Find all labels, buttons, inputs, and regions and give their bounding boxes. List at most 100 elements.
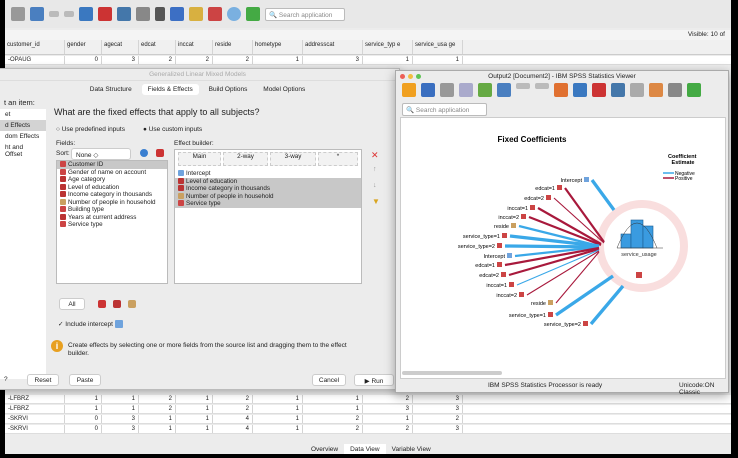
run-button[interactable]: ▶ Run (354, 374, 394, 386)
table-cell[interactable]: 3 (102, 425, 139, 433)
coefficient-line[interactable] (555, 251, 600, 304)
column-header[interactable]: customer_id (5, 40, 65, 54)
split-file-icon[interactable] (208, 7, 222, 21)
open-icon[interactable] (402, 83, 416, 97)
coefficient-line[interactable] (504, 244, 600, 249)
redo-icon[interactable] (64, 11, 74, 17)
scale-filter-icon[interactable] (128, 300, 136, 308)
table-cell[interactable]: 1 (176, 395, 213, 403)
sort-select[interactable]: None ◇ (71, 148, 131, 160)
table-cell[interactable]: -SKRVI (5, 425, 65, 433)
table-cell[interactable]: 1 (176, 415, 213, 423)
table-cell[interactable]: 3 (413, 395, 463, 403)
table-cell[interactable]: 2 (176, 56, 213, 64)
radio-predefined[interactable]: ○ Use predefined inputs (56, 126, 125, 133)
table-cell[interactable]: 0 (65, 56, 102, 64)
tab-build-options[interactable]: Build Options (208, 86, 248, 93)
table-cell[interactable]: 1 (303, 405, 363, 413)
all-button[interactable]: All (59, 298, 85, 310)
column-header[interactable]: reside (213, 40, 253, 54)
field-item[interactable]: Building type (57, 206, 167, 214)
table-cell[interactable]: 2 (413, 415, 463, 423)
sort-ascending-icon[interactable] (140, 149, 148, 157)
field-item[interactable]: Income category in thousands (57, 191, 167, 199)
table-cell[interactable]: 1 (253, 405, 303, 413)
builder-tab-main[interactable]: Main (178, 152, 221, 166)
table-cell[interactable]: 1 (139, 415, 176, 423)
coefficient-line[interactable] (516, 249, 600, 286)
table-cell[interactable]: 3 (413, 405, 463, 413)
table-cell[interactable]: 2 (303, 415, 363, 423)
effect-item[interactable]: Service type (175, 200, 361, 208)
goto-case-icon[interactable] (573, 83, 587, 97)
table-cell[interactable]: 2 (139, 56, 176, 64)
close-window-button[interactable] (400, 74, 405, 79)
table-cell[interactable]: 3 (303, 56, 363, 64)
table-cell[interactable]: 1 (65, 395, 102, 403)
new-document-icon[interactable] (630, 83, 644, 97)
minimize-window-button[interactable] (408, 74, 413, 79)
move-down-icon[interactable]: ↓ (373, 182, 377, 189)
field-item[interactable]: Age category (57, 176, 167, 184)
undo-icon[interactable] (516, 83, 530, 89)
sidebar-item-weight-offset[interactable]: ht and Offset (5, 144, 24, 158)
undo-icon[interactable] (49, 11, 59, 17)
goto-variable-icon[interactable] (98, 7, 112, 21)
table-cell[interactable]: 1 (253, 395, 303, 403)
designate-window-icon[interactable] (649, 83, 663, 97)
table-cell[interactable]: 1 (102, 405, 139, 413)
effect-item[interactable]: Income category in thousands (175, 185, 361, 193)
field-item[interactable]: Customer ID (57, 161, 167, 169)
table-cell[interactable]: 1 (303, 395, 363, 403)
column-header[interactable]: inccat (176, 40, 213, 54)
goto-data-icon[interactable] (554, 83, 568, 97)
table-cell[interactable]: -LFBRZ (5, 395, 65, 403)
table-cell[interactable]: -LFBRZ (5, 405, 65, 413)
zoom-window-button[interactable] (416, 74, 421, 79)
help-button[interactable]: ? (4, 376, 8, 383)
tab-data-view[interactable]: Data View (344, 444, 386, 454)
column-header[interactable]: gender (65, 40, 102, 54)
builder-tab-3way[interactable]: 3-way (270, 152, 316, 166)
goto-variable-icon[interactable] (592, 83, 606, 97)
table-cell[interactable]: 1 (102, 395, 139, 403)
column-header[interactable]: addresscat (303, 40, 363, 54)
coefficient-line[interactable] (537, 207, 602, 245)
coefficient-line[interactable] (526, 250, 600, 296)
table-cell[interactable]: 4 (213, 415, 253, 423)
effect-builder[interactable]: Main 2-way 3-way * Intercept Level of edu… (174, 149, 362, 284)
search-input[interactable]: 🔍 Search application (265, 7, 345, 21)
coefficient-line[interactable] (514, 245, 600, 258)
table-cell[interactable]: 1 (363, 56, 413, 64)
use-sets-icon[interactable] (687, 83, 701, 97)
cancel-button[interactable]: Cancel (312, 374, 346, 386)
column-header[interactable]: hometype (253, 40, 303, 54)
tab-model-options[interactable]: Model Options (263, 86, 306, 93)
coefficient-line[interactable] (590, 179, 616, 211)
variables-icon[interactable] (611, 83, 625, 97)
delete-effect-icon[interactable]: ✕ (371, 150, 379, 160)
insert-variable-icon[interactable] (189, 7, 203, 21)
table-cell[interactable]: 1 (363, 415, 413, 423)
table-cell[interactable]: 1 (253, 425, 303, 433)
viewer-search-input[interactable]: 🔍 Search application (402, 103, 487, 116)
field-item[interactable]: Years at current address (57, 214, 167, 222)
move-up-icon[interactable]: ↑ (373, 166, 377, 173)
table-cell[interactable]: 1 (176, 425, 213, 433)
tab-fields-effects[interactable]: Fields & Effects (141, 84, 199, 95)
effect-item[interactable]: Number of people in household (175, 192, 361, 200)
paste-button[interactable]: Paste (69, 374, 101, 386)
goto-case-icon[interactable] (79, 7, 93, 21)
export-icon[interactable] (478, 83, 492, 97)
use-sets-icon[interactable] (246, 7, 260, 21)
include-intercept-checkbox[interactable]: ✓ Include intercept (58, 320, 125, 329)
horizontal-scrollbar[interactable] (402, 371, 502, 375)
table-cell[interactable]: 1 (65, 405, 102, 413)
sidebar-item-fixed-effects[interactable]: d Effects (0, 120, 46, 131)
sort-type-icon[interactable] (156, 149, 164, 157)
field-item[interactable]: Gender of name on account (57, 169, 167, 177)
coefficient-line[interactable] (504, 246, 600, 267)
coefficient-line[interactable] (518, 224, 600, 248)
reset-button[interactable]: Reset (27, 374, 59, 386)
coefficient-line[interactable] (509, 234, 600, 248)
